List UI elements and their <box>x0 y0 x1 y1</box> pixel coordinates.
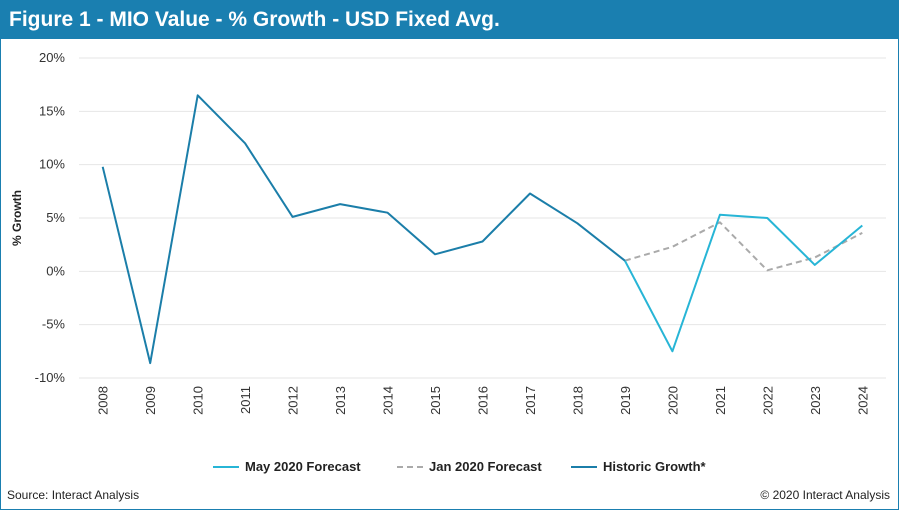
x-tick-label: 2014 <box>381 386 396 415</box>
x-tick-label: 2008 <box>96 386 111 415</box>
series-lines <box>101 94 863 365</box>
x-tick-labels: 2008 2009 2010 2011 2012 2013 2014 2015 2016 2017… <box>96 386 871 415</box>
legend-item-may-2020-forecast: May 2020 Forecast <box>213 459 361 474</box>
legend-item-jan-2020-forecast: Jan 2020 Forecast <box>397 459 542 474</box>
x-tick-label: 2016 <box>476 386 491 415</box>
series-line-jan-2020-forecast <box>624 221 863 272</box>
series-line-historic-growth <box>101 94 626 365</box>
y-tick-label: -10% <box>35 370 66 385</box>
y-tick-label: 10% <box>39 157 65 172</box>
y-tick-label: 20% <box>39 50 65 65</box>
y-tick-label: -5% <box>42 317 66 332</box>
series-line-may-2020-forecast <box>624 213 863 353</box>
x-tick-label: 2022 <box>760 386 775 415</box>
x-tick-label: 2021 <box>713 386 728 415</box>
x-tick-label: 2015 <box>428 386 443 415</box>
x-tick-label: 2023 <box>808 386 823 415</box>
x-tick-label: 2017 <box>523 386 538 415</box>
x-tick-label: 2018 <box>570 386 585 415</box>
legend: May 2020 Forecast Jan 2020 Forecast Histor… <box>213 459 707 474</box>
y-tick-label: 0% <box>46 263 65 278</box>
legend-label: Jan 2020 Forecast <box>429 459 542 474</box>
y-tick-label: 5% <box>46 210 65 225</box>
x-tick-label: 2013 <box>333 386 348 415</box>
line-chart: 20% 15% 10% 5% 0% -5% -10% 2008 2009 2010 2011 201… <box>10 50 886 474</box>
y-tick-labels: 20% 15% 10% 5% 0% -5% -10% <box>35 50 66 385</box>
source-note: Source: Interact Analysis <box>7 488 140 502</box>
x-tick-label: 2011 <box>238 386 253 414</box>
copyright-note: © 2020 Interact Analysis <box>760 488 890 502</box>
x-tick-label: 2009 <box>143 386 158 415</box>
y-tick-label: 15% <box>39 103 65 118</box>
chart-title: Figure 1 - MIO Value - % Growth - USD Fi… <box>1 1 898 39</box>
legend-label: May 2020 Forecast <box>245 459 361 474</box>
x-tick-label: 2024 <box>855 386 870 415</box>
x-tick-label: 2020 <box>665 386 680 415</box>
y-axis-title: % Growth <box>10 190 24 246</box>
legend-label: Historic Growth* <box>603 459 707 474</box>
x-tick-label: 2010 <box>191 386 206 415</box>
legend-item-historic-growth: Historic Growth* <box>571 459 707 474</box>
x-tick-label: 2019 <box>618 386 633 415</box>
x-tick-label: 2012 <box>286 386 301 415</box>
